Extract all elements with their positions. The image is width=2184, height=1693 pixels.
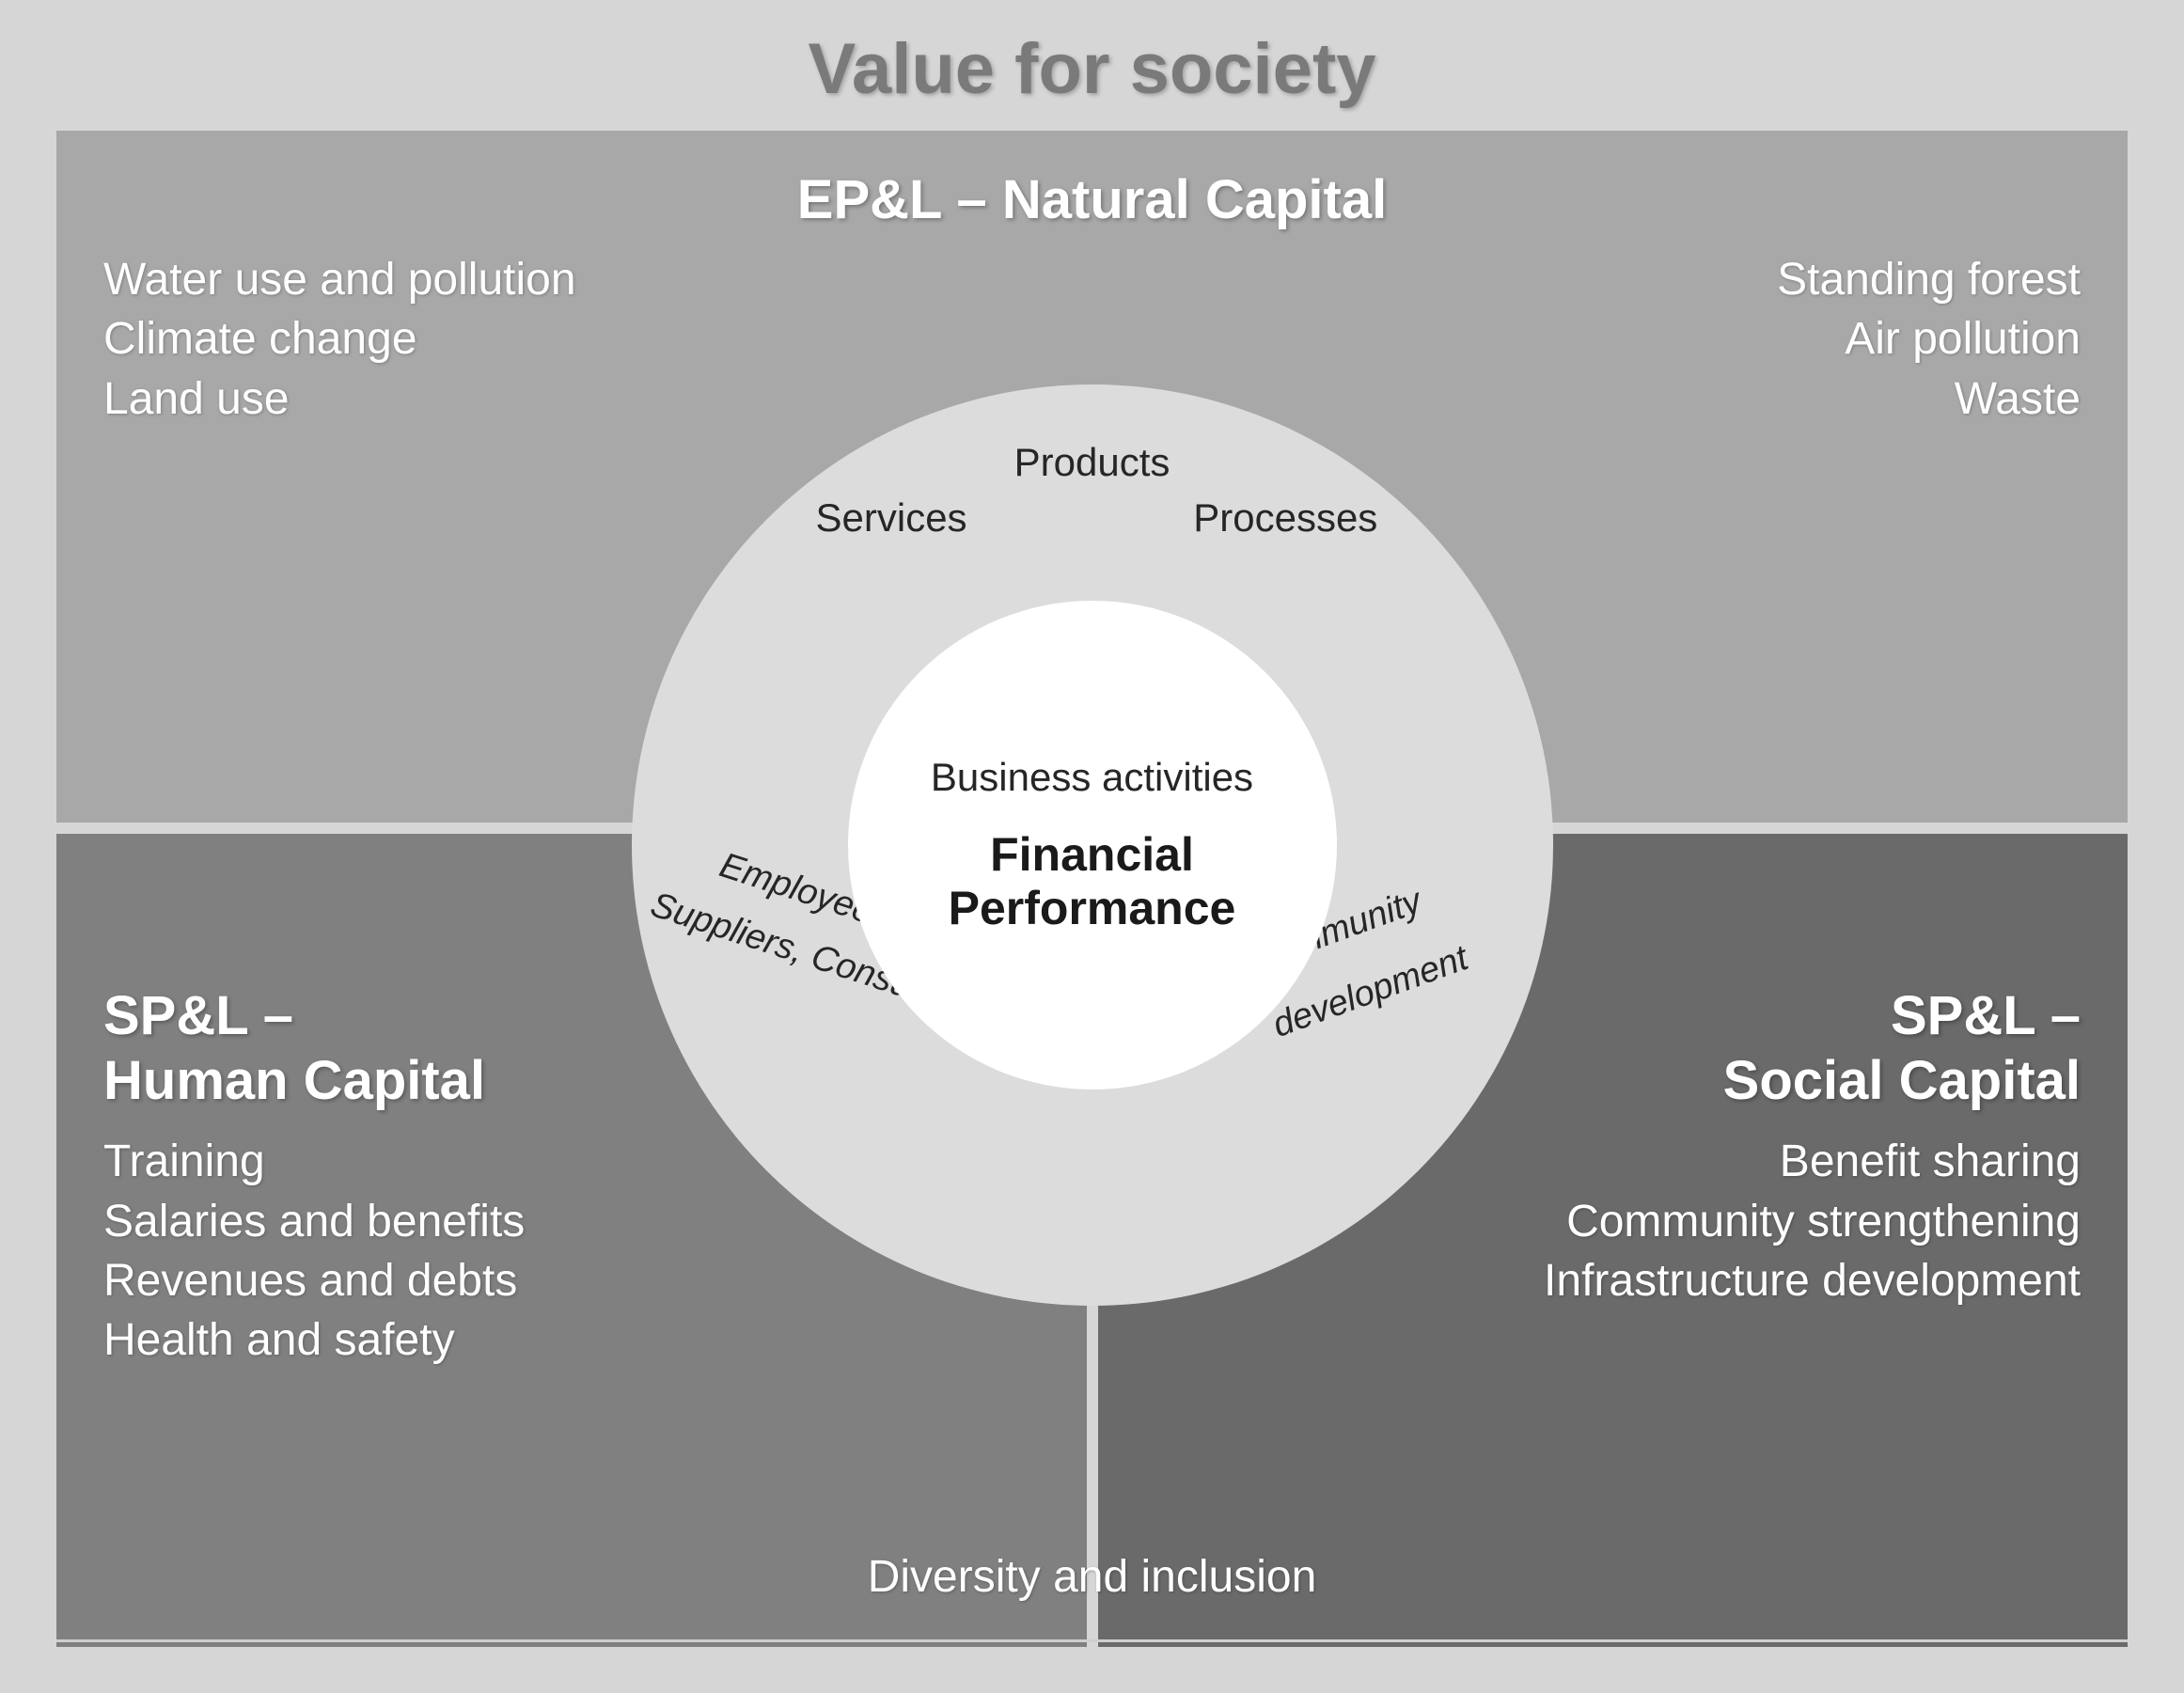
title-line: Social Capital [1723,1050,2081,1111]
title-line: SP&L – [1891,985,2081,1046]
center-circles: Products Services Processes Employees, S… [632,384,1553,1306]
title-line: SP&L – [103,985,293,1046]
diagram-container: Value for society EP&L – Natural Capital… [0,0,2184,1693]
list-item: Health and safety [103,1310,1040,1370]
inner-circle: Business activities Financial Performanc… [848,601,1337,1089]
ring-label-services: Services [816,495,967,541]
list-item: Climate change [103,309,973,368]
inner-main-line: Financial [990,828,1194,881]
baseline-rule [56,1639,2128,1642]
inner-top-label: Business activities [931,755,1253,800]
ring-label-products: Products [1014,440,1171,485]
quadrant-grid: EP&L – Natural Capital Water use and pol… [56,131,2128,1636]
inner-main-label: Financial Performance [949,828,1236,936]
inner-main-line: Performance [949,882,1236,934]
list-item: Air pollution [1211,309,2081,368]
title-line: Human Capital [103,1050,485,1111]
main-title: Value for society [56,0,2128,131]
ring-label-processes: Processes [1193,495,1377,541]
quadrant-title: EP&L – Natural Capital [103,168,2081,231]
list-item: Water use and pollution [103,250,973,309]
list-item: Standing forest [1211,250,2081,309]
